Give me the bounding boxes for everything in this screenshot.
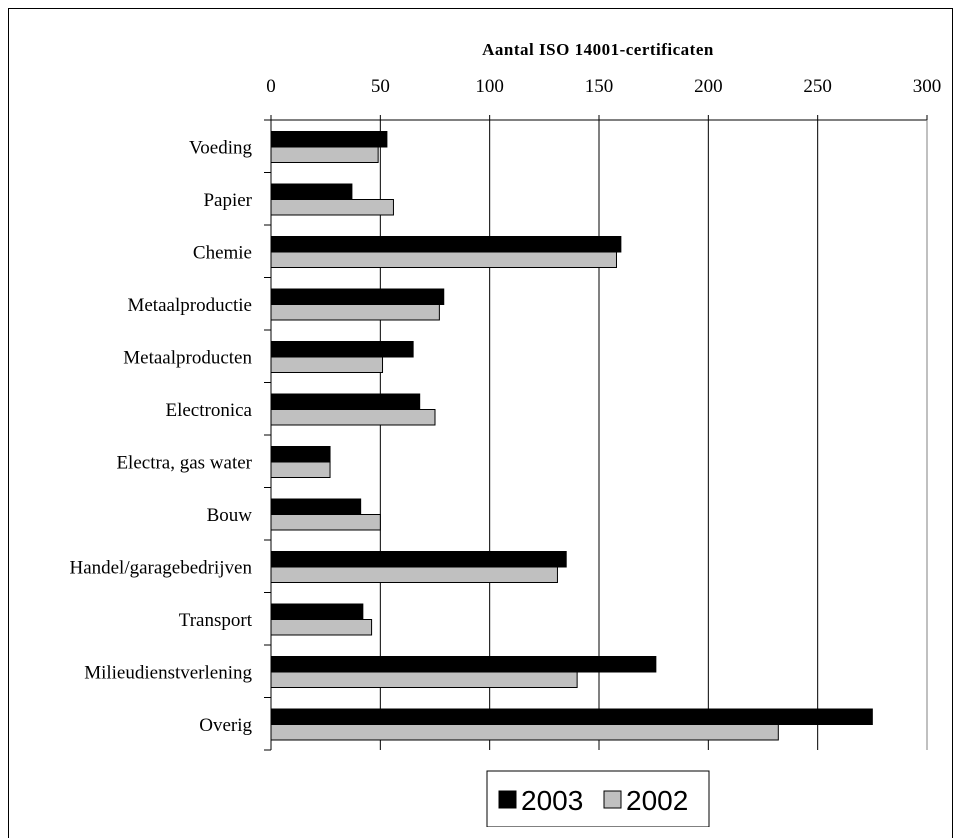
legend-swatch-2003 — [498, 790, 517, 809]
bar-2002-5 — [270, 409, 436, 426]
bar-2002-10 — [270, 671, 578, 688]
bar-2002-2 — [270, 251, 617, 268]
bar-2003-6 — [270, 446, 331, 463]
bar-2003-2 — [270, 236, 622, 253]
bar-2003-10 — [270, 656, 657, 673]
bar-2002-9 — [270, 619, 373, 636]
bar-2003-0 — [270, 131, 388, 148]
category-label-5: Electronica — [165, 400, 252, 421]
bar-2003-3 — [270, 288, 445, 305]
bar-2003-5 — [270, 393, 421, 410]
category-label-11: Overig — [199, 715, 252, 736]
category-label-2: Chemie — [193, 242, 252, 263]
bar-2002-6 — [270, 461, 331, 478]
legend-box — [486, 770, 710, 827]
category-label-9: Transport — [179, 610, 253, 631]
category-label-1: Papier — [203, 190, 252, 211]
x-tick-label-300: 300 — [913, 76, 942, 97]
category-label-4: Metaalproducten — [123, 347, 252, 368]
bar-2003-1 — [270, 183, 353, 200]
bar-2002-0 — [270, 146, 379, 163]
category-label-7: Bouw — [207, 505, 253, 526]
x-tick-label-50: 50 — [371, 76, 390, 97]
x-tick-label-250: 250 — [803, 76, 832, 97]
legend-label-2002: 2002 — [626, 785, 688, 816]
bar-2003-8 — [270, 551, 567, 568]
x-tick-label-0: 0 — [266, 76, 276, 97]
bar-2002-11 — [270, 724, 779, 741]
chart-title: Aantal ISO 14001-certificaten — [482, 40, 714, 59]
bar-2003-4 — [270, 341, 414, 358]
x-tick-label-100: 100 — [475, 76, 504, 97]
legend-label-2003: 2003 — [521, 785, 583, 816]
legend: 2003 2002 — [486, 770, 710, 827]
category-label-3: Metaalproductie — [127, 295, 252, 316]
bar-2002-1 — [270, 199, 394, 216]
category-label-0: Voeding — [189, 137, 252, 158]
bar-2003-11 — [270, 708, 873, 725]
category-label-8: Handel/garagebedrijven — [69, 557, 252, 578]
category-label-10: Milieudienstverlening — [84, 662, 252, 683]
x-tick-label-150: 150 — [585, 76, 614, 97]
bar-2003-7 — [270, 498, 362, 515]
bar-2002-3 — [270, 304, 440, 321]
bar-2002-8 — [270, 566, 558, 583]
bar-2002-4 — [270, 356, 384, 373]
category-label-6: Electra, gas water — [116, 452, 252, 473]
bar-2003-9 — [270, 603, 364, 620]
bar-2002-7 — [270, 514, 381, 531]
chart-frame — [8, 8, 953, 838]
legend-swatch-2002 — [603, 790, 622, 809]
x-tick-label-200: 200 — [694, 76, 723, 97]
